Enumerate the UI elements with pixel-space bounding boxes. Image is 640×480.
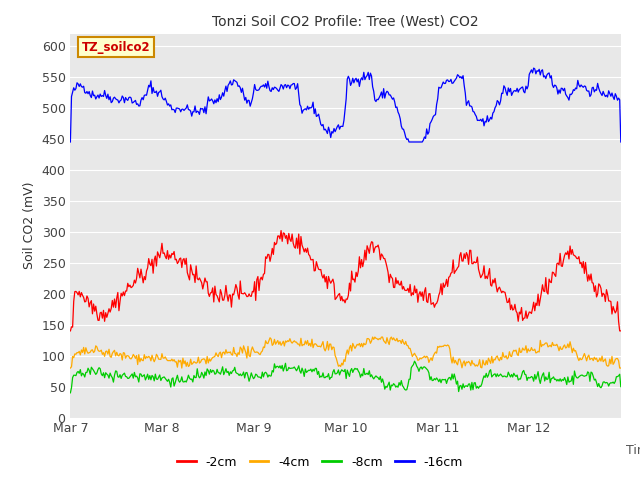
Legend: -2cm, -4cm, -8cm, -16cm: -2cm, -4cm, -8cm, -16cm: [172, 451, 468, 474]
Title: Tonzi Soil CO2 Profile: Tree (West) CO2: Tonzi Soil CO2 Profile: Tree (West) CO2: [212, 14, 479, 28]
Text: Time: Time: [627, 444, 640, 457]
Text: TZ_soilco2: TZ_soilco2: [81, 41, 150, 54]
Y-axis label: Soil CO2 (mV): Soil CO2 (mV): [23, 182, 36, 269]
